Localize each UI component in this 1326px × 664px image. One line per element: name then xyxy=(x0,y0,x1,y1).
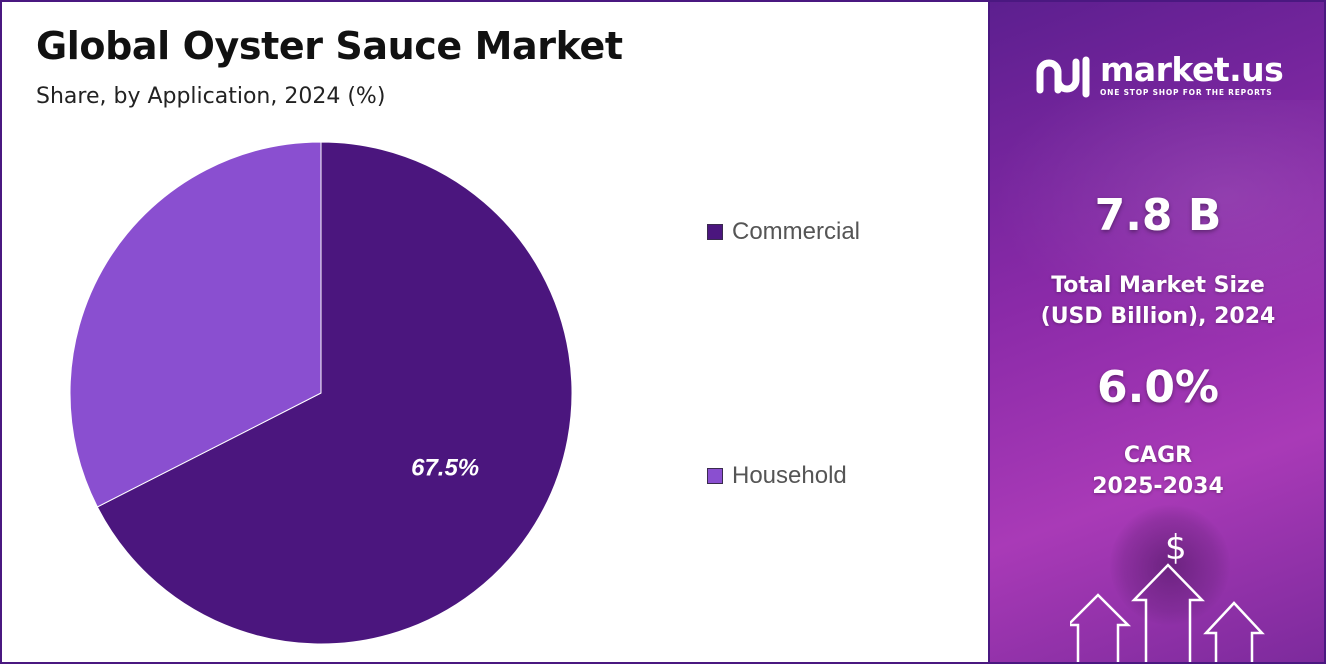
cagr-value: 6.0% xyxy=(1096,362,1220,413)
market-size-value: 7.8 B xyxy=(1094,190,1222,241)
cagr-label: CAGR 2025-2034 xyxy=(990,440,1326,502)
legend-swatch-commercial xyxy=(707,224,723,240)
panel-divider xyxy=(988,0,990,664)
pie-slice-commercial xyxy=(96,141,573,645)
market-us-logo-icon xyxy=(1036,56,1090,98)
coffee-cup-graphic xyxy=(1110,505,1230,625)
brand-name: market.us xyxy=(1100,50,1284,89)
chart-title: Global Oyster Sauce Market xyxy=(36,24,623,68)
legend-item-household: Household xyxy=(707,462,847,490)
market-size-label-line1: Total Market Size xyxy=(1051,273,1265,298)
market-size-label-line2: (USD Billion), 2024 xyxy=(1040,304,1276,329)
growth-arrows-icon xyxy=(1070,563,1265,664)
pie-chart: 67.5% xyxy=(69,141,573,645)
stats-panel: market.us ONE STOP SHOP FOR THE REPORTS … xyxy=(990,0,1326,664)
chart-subtitle: Share, by Application, 2024 (%) xyxy=(36,84,386,109)
chart-panel: Global Oyster Sauce Market Share, by App… xyxy=(36,24,861,645)
cagr-label-line1: CAGR xyxy=(1123,443,1193,468)
background-texture xyxy=(990,100,1326,340)
legend-label-commercial: Commercial xyxy=(732,218,861,245)
legend-swatch-household xyxy=(707,468,723,484)
data-label-commercial: 67.5% xyxy=(411,454,479,481)
cagr-label-line2: 2025-2034 xyxy=(1092,474,1224,499)
brand-tagline: ONE STOP SHOP FOR THE REPORTS xyxy=(1100,88,1273,97)
brand-logo[interactable]: market.us ONE STOP SHOP FOR THE REPORTS xyxy=(1034,50,1284,100)
legend-label-household: Household xyxy=(732,462,847,489)
pie-slice-household xyxy=(69,141,322,508)
market-size-label: Total Market Size (USD Billion), 2024 xyxy=(990,270,1326,332)
legend-item-commercial: Commercial xyxy=(707,218,860,246)
dollar-icon: $ xyxy=(1165,528,1187,568)
